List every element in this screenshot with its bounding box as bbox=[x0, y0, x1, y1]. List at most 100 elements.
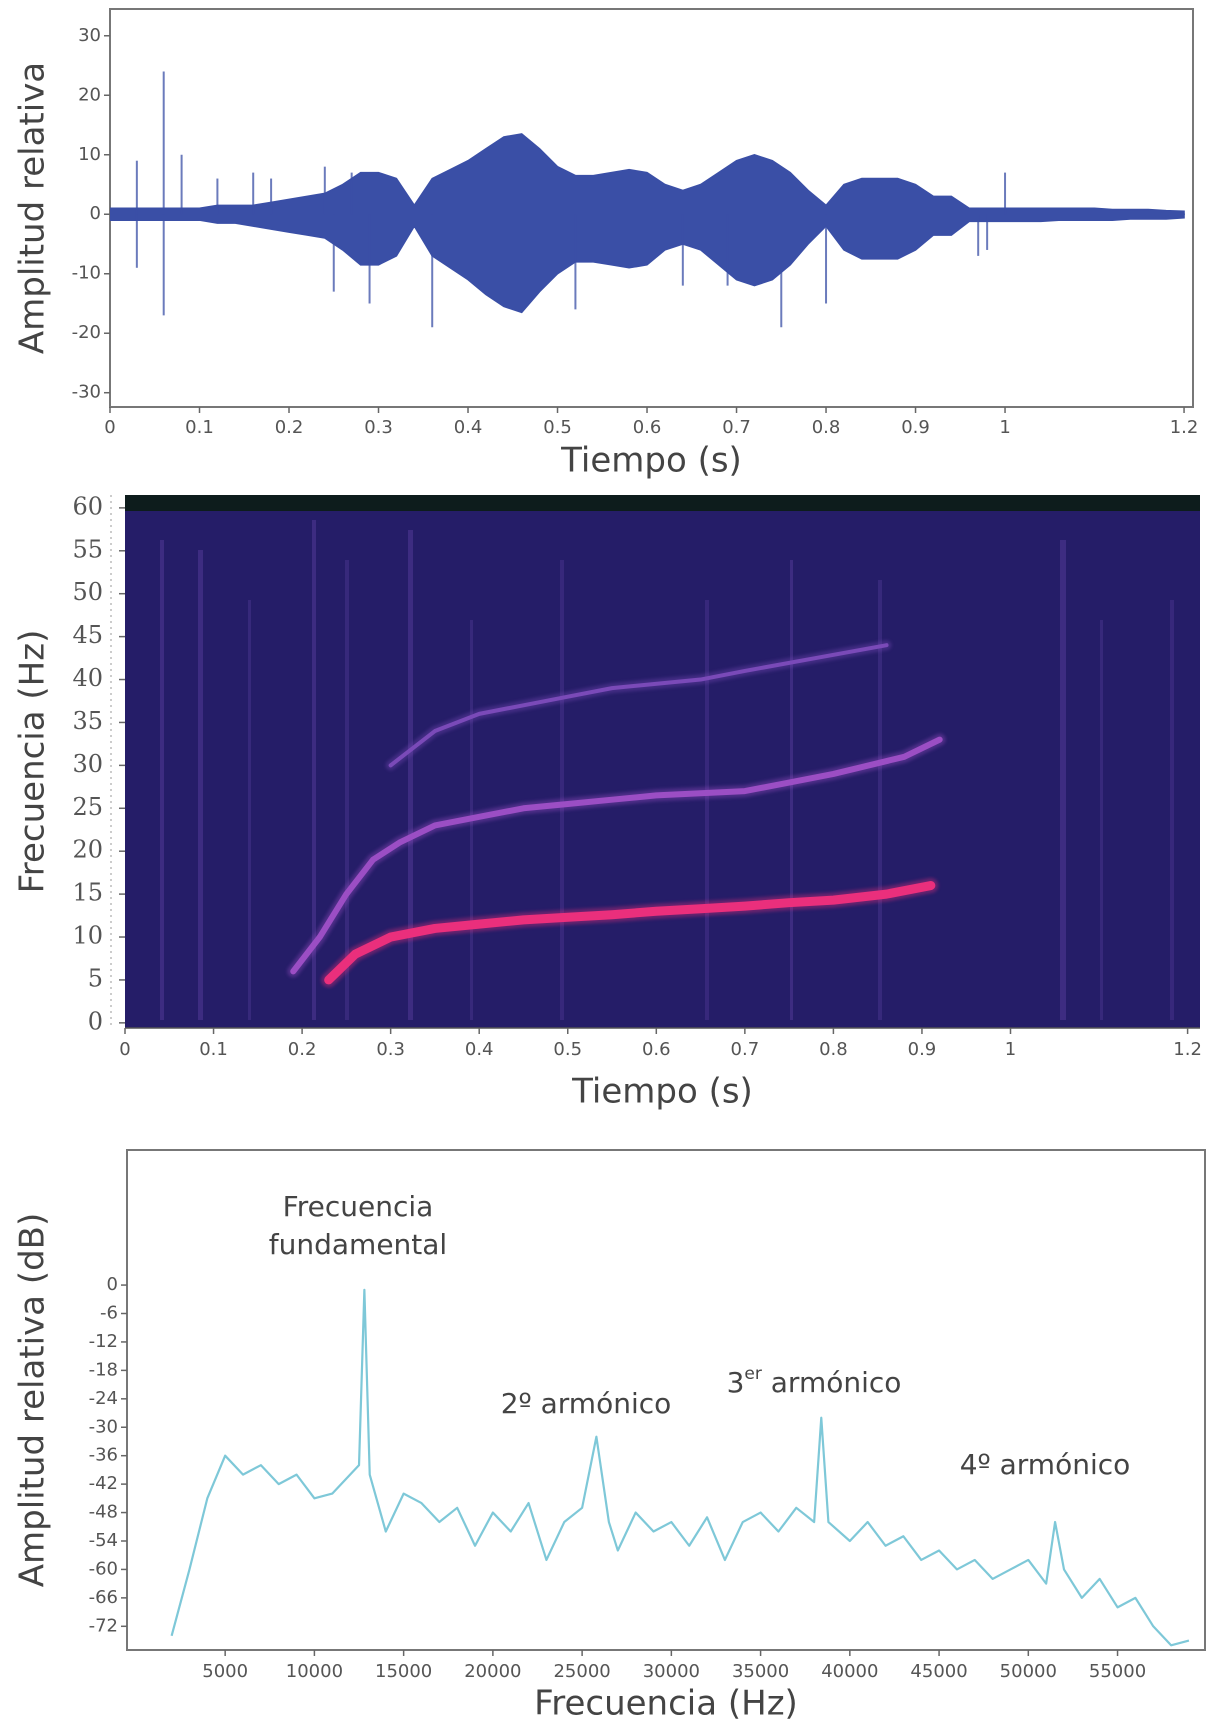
y-tick-label: -12 bbox=[89, 1331, 118, 1352]
noise-streak bbox=[1100, 620, 1103, 1020]
y-tick-label: 35 bbox=[72, 707, 103, 735]
y-tick-label: -66 bbox=[89, 1587, 118, 1608]
x-tick-label: 0.4 bbox=[454, 417, 483, 438]
x-tick-label: 0.7 bbox=[722, 417, 751, 438]
waveform-upper bbox=[110, 133, 1185, 215]
spectrum-line bbox=[170, 1288, 1190, 1647]
x-tick-label: 0.9 bbox=[901, 417, 930, 438]
x-tick-label: 40000 bbox=[821, 1661, 878, 1682]
annotation: 3er armónico bbox=[727, 1364, 902, 1399]
x-tick-label: 0 bbox=[104, 417, 115, 438]
y-tick-label: 0 bbox=[107, 1274, 118, 1295]
annotation: Frecuencia bbox=[283, 1190, 434, 1223]
waveform-lower bbox=[110, 213, 1185, 314]
x-tick-label: 1.2 bbox=[1173, 1039, 1202, 1060]
x-tick-label: 0.3 bbox=[364, 417, 393, 438]
x-tick-label: 0.2 bbox=[275, 417, 304, 438]
harmonic-line bbox=[324, 881, 936, 985]
noise-streak bbox=[248, 600, 251, 1020]
x-tick-label: 20000 bbox=[464, 1661, 521, 1682]
noise-streak bbox=[705, 600, 709, 1020]
y-axis-title: Amplitud relativa (dB) bbox=[13, 1213, 53, 1588]
y-tick-label: 20 bbox=[78, 84, 101, 105]
plot-frame bbox=[126, 1149, 1206, 1651]
y-tick-label: -72 bbox=[89, 1615, 118, 1636]
y-tick-label: -30 bbox=[89, 1416, 118, 1437]
annotation-text: armónico bbox=[762, 1366, 902, 1399]
x-tick-label: 0.4 bbox=[465, 1039, 494, 1060]
x-tick-label: 0 bbox=[119, 1039, 130, 1060]
noise-streak bbox=[878, 580, 882, 1020]
x-axis-title: Tiempo (s) bbox=[571, 1072, 753, 1112]
noise-streak bbox=[198, 550, 203, 1020]
noise-streak bbox=[560, 560, 564, 1020]
x-tick-label: 0.5 bbox=[543, 417, 572, 438]
annotation: 2º armónico bbox=[501, 1387, 672, 1420]
harmonic-line bbox=[388, 643, 889, 768]
x-tick-label: 1 bbox=[1005, 1039, 1016, 1060]
x-tick-label: 0.5 bbox=[553, 1039, 582, 1060]
noise-streak bbox=[312, 520, 316, 1020]
plot-marks bbox=[287, 640, 946, 988]
annotation: 4º armónico bbox=[960, 1448, 1131, 1481]
y-tick-label: 50 bbox=[72, 578, 103, 606]
y-tick-label: 30 bbox=[72, 750, 103, 778]
y-tick-label: -10 bbox=[72, 263, 101, 284]
y-tick-label: -60 bbox=[89, 1558, 118, 1579]
y-tick-label: -42 bbox=[89, 1473, 118, 1494]
y-tick-label: -48 bbox=[89, 1502, 118, 1523]
chart-spectrum bbox=[121, 1149, 1206, 1656]
y-tick-label: 25 bbox=[72, 793, 103, 821]
y-tick-label: 0 bbox=[88, 1007, 103, 1035]
plot-marks bbox=[170, 1288, 1190, 1647]
chart-spectrogram bbox=[110, 495, 1200, 1034]
x-tick-label: 0.1 bbox=[199, 1039, 228, 1060]
x-tick-label: 55000 bbox=[1089, 1661, 1146, 1682]
annotation: fundamental bbox=[269, 1228, 447, 1261]
y-tick-label: 0 bbox=[90, 203, 101, 224]
x-tick-label: 0.8 bbox=[819, 1039, 848, 1060]
y-tick-label: 45 bbox=[72, 621, 103, 649]
x-tick-label: 30000 bbox=[643, 1661, 700, 1682]
y-tick-label: -6 bbox=[100, 1303, 118, 1324]
y-tick-label: -18 bbox=[89, 1359, 118, 1380]
x-tick-label: 0.6 bbox=[642, 1039, 671, 1060]
noise-streak bbox=[345, 560, 349, 1020]
noise-streak bbox=[1060, 540, 1066, 1020]
x-tick-label: 0.7 bbox=[731, 1039, 760, 1060]
x-axis-title: Tiempo (s) bbox=[560, 441, 742, 481]
x-tick-label: 45000 bbox=[910, 1661, 967, 1682]
x-tick-label: 15000 bbox=[375, 1661, 432, 1682]
plot-marks bbox=[110, 71, 1185, 328]
y-tick-label: 55 bbox=[72, 535, 103, 563]
y-tick-label: 20 bbox=[72, 836, 103, 864]
x-axis-title: Frecuencia (Hz) bbox=[534, 1684, 798, 1724]
spectrogram-background bbox=[125, 495, 1200, 1028]
x-tick-label: 1 bbox=[999, 417, 1010, 438]
y-tick-label: -20 bbox=[72, 322, 101, 343]
noise-streak bbox=[1170, 600, 1174, 1020]
annotation-text: 3 bbox=[727, 1366, 745, 1399]
spectrogram-top-band bbox=[125, 495, 1200, 511]
y-tick-label: 60 bbox=[72, 492, 103, 520]
x-tick-label: 1.2 bbox=[1170, 417, 1199, 438]
harmonic-line bbox=[290, 736, 943, 975]
x-tick-label: 5000 bbox=[202, 1661, 248, 1682]
x-tick-label: 25000 bbox=[553, 1661, 610, 1682]
x-tick-label: 35000 bbox=[732, 1661, 789, 1682]
x-tick-label: 0.1 bbox=[185, 417, 214, 438]
y-tick-label: 5 bbox=[88, 964, 103, 992]
y-tick-label: 10 bbox=[78, 144, 101, 165]
noise-streak bbox=[408, 530, 413, 1020]
x-tick-label: 0.6 bbox=[633, 417, 662, 438]
chart-waveform bbox=[104, 8, 1194, 413]
y-tick-label: -54 bbox=[89, 1530, 118, 1551]
x-tick-label: 0.9 bbox=[908, 1039, 937, 1060]
y-tick-label: 15 bbox=[72, 879, 103, 907]
y-tick-label: 30 bbox=[78, 25, 101, 46]
x-tick-label: 0.2 bbox=[288, 1039, 317, 1060]
x-tick-label: 50000 bbox=[1000, 1661, 1057, 1682]
y-tick-label: -24 bbox=[89, 1388, 118, 1409]
